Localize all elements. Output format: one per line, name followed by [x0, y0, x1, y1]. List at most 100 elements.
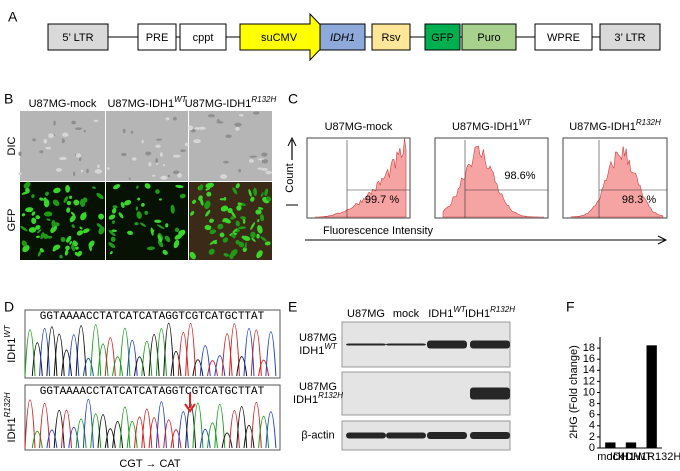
dic-cell [128, 177, 131, 180]
gfp-cell [158, 198, 162, 201]
vector-element [319, 23, 366, 51]
row-label: GFP [6, 209, 18, 232]
dic-cell [173, 170, 180, 175]
row-label-sup: WT [3, 324, 12, 338]
gfp-cell [219, 232, 225, 238]
gfp-cell [51, 219, 56, 228]
gfp-cell [134, 222, 139, 226]
y-axis-label: 2HG (Fold change) [568, 345, 580, 439]
dic-cell [79, 157, 82, 162]
dic-cell [59, 156, 67, 161]
gfp-cell [127, 230, 133, 235]
panel-label: D [4, 299, 14, 315]
gfp-cell [230, 210, 236, 219]
gfp-cell [72, 241, 78, 247]
vector-element [47, 23, 109, 51]
blot-label-base: U87MG [299, 381, 337, 393]
peak [163, 322, 175, 377]
bar [625, 442, 637, 448]
row-label: DIC [6, 136, 18, 155]
gfp-cell [189, 251, 196, 260]
dic-cell [121, 152, 127, 157]
gfp-cell [264, 188, 269, 197]
flow-histogram [570, 146, 664, 218]
dic-cell [62, 132, 69, 137]
blot-label-sup: R132H [318, 391, 343, 400]
gfp-cell [244, 242, 247, 249]
dic-cell [155, 144, 161, 148]
gfp-cell [53, 187, 61, 194]
band [346, 343, 386, 346]
peak [177, 411, 189, 449]
gfp-cell [250, 196, 255, 202]
gfp-cell [31, 217, 37, 224]
gfp-cell [54, 222, 60, 227]
gfp-cell [157, 234, 163, 243]
gfp-cell [137, 197, 141, 201]
band [470, 432, 510, 439]
vector-element-label: 5’ LTR [62, 32, 93, 44]
gfp-cell [235, 240, 240, 245]
column-title: U87MG-mock [29, 98, 97, 110]
gfp-cell [135, 206, 138, 211]
dic-image [106, 111, 188, 181]
gfp-cell [52, 244, 61, 251]
peak [31, 430, 43, 449]
vector-element [371, 23, 411, 51]
gfp-cell [220, 205, 229, 212]
dic-cell [45, 146, 52, 150]
gfp-cell [75, 246, 79, 250]
gfp-cell [108, 230, 116, 237]
dic-cell [238, 169, 242, 173]
gfp-cell [118, 212, 124, 219]
dic-cell [160, 175, 168, 180]
gfp-cell [264, 241, 271, 246]
gfp-cell [248, 189, 252, 197]
column-title: U87MG-mock [325, 121, 393, 133]
gfp-cell [31, 211, 36, 216]
gfp-cell [76, 250, 83, 257]
gfp-cell [20, 225, 28, 232]
dic-cell [220, 174, 228, 180]
gfp-cell [92, 186, 96, 189]
gfp-cell [235, 183, 240, 189]
panel-label: E [288, 299, 297, 315]
gfp-cell [43, 211, 53, 217]
x-axis-label: Fluorescence Intensity [323, 225, 434, 237]
gfp-cell [66, 207, 71, 213]
vector-element-label: 3’ LTR [614, 32, 645, 44]
dic-cell [193, 139, 201, 144]
row-label-base: IDH1 [6, 417, 18, 442]
gfp-cell [154, 219, 162, 223]
y-tick-label: 4 [589, 420, 595, 432]
peak [265, 411, 277, 449]
dic-cell [148, 162, 152, 167]
gfp-cell [242, 218, 246, 224]
peak [265, 331, 277, 377]
blot-label: U87MG [299, 332, 337, 344]
sequence: GGTAAAACCTATCATCATAGGTCGTCATGCTTAT [40, 311, 265, 323]
gfp-cell [250, 231, 256, 239]
peak [236, 406, 248, 449]
blot-label: β-actin [301, 429, 334, 441]
gfp-cell [88, 243, 92, 252]
dic-cell [75, 153, 82, 158]
peak [61, 349, 72, 377]
peak [228, 323, 240, 377]
gfp-cell [108, 242, 116, 249]
panel-label: C [288, 91, 298, 107]
gfp-cell [157, 239, 164, 248]
vector-element [534, 23, 593, 51]
gfp-cell [150, 229, 155, 232]
gfp-cell [164, 235, 171, 243]
dic-cell [261, 167, 268, 171]
dic-cell [184, 142, 189, 147]
gfp-cell [82, 228, 90, 234]
y-tick-label: 12 [583, 375, 595, 387]
gfp-cell [96, 223, 103, 229]
gfp-cell [250, 222, 256, 230]
mutation-label: CGT → CAT [119, 458, 181, 470]
gfp-cell [43, 199, 50, 208]
gfp-cell [69, 215, 76, 223]
dic-cell [223, 160, 230, 164]
